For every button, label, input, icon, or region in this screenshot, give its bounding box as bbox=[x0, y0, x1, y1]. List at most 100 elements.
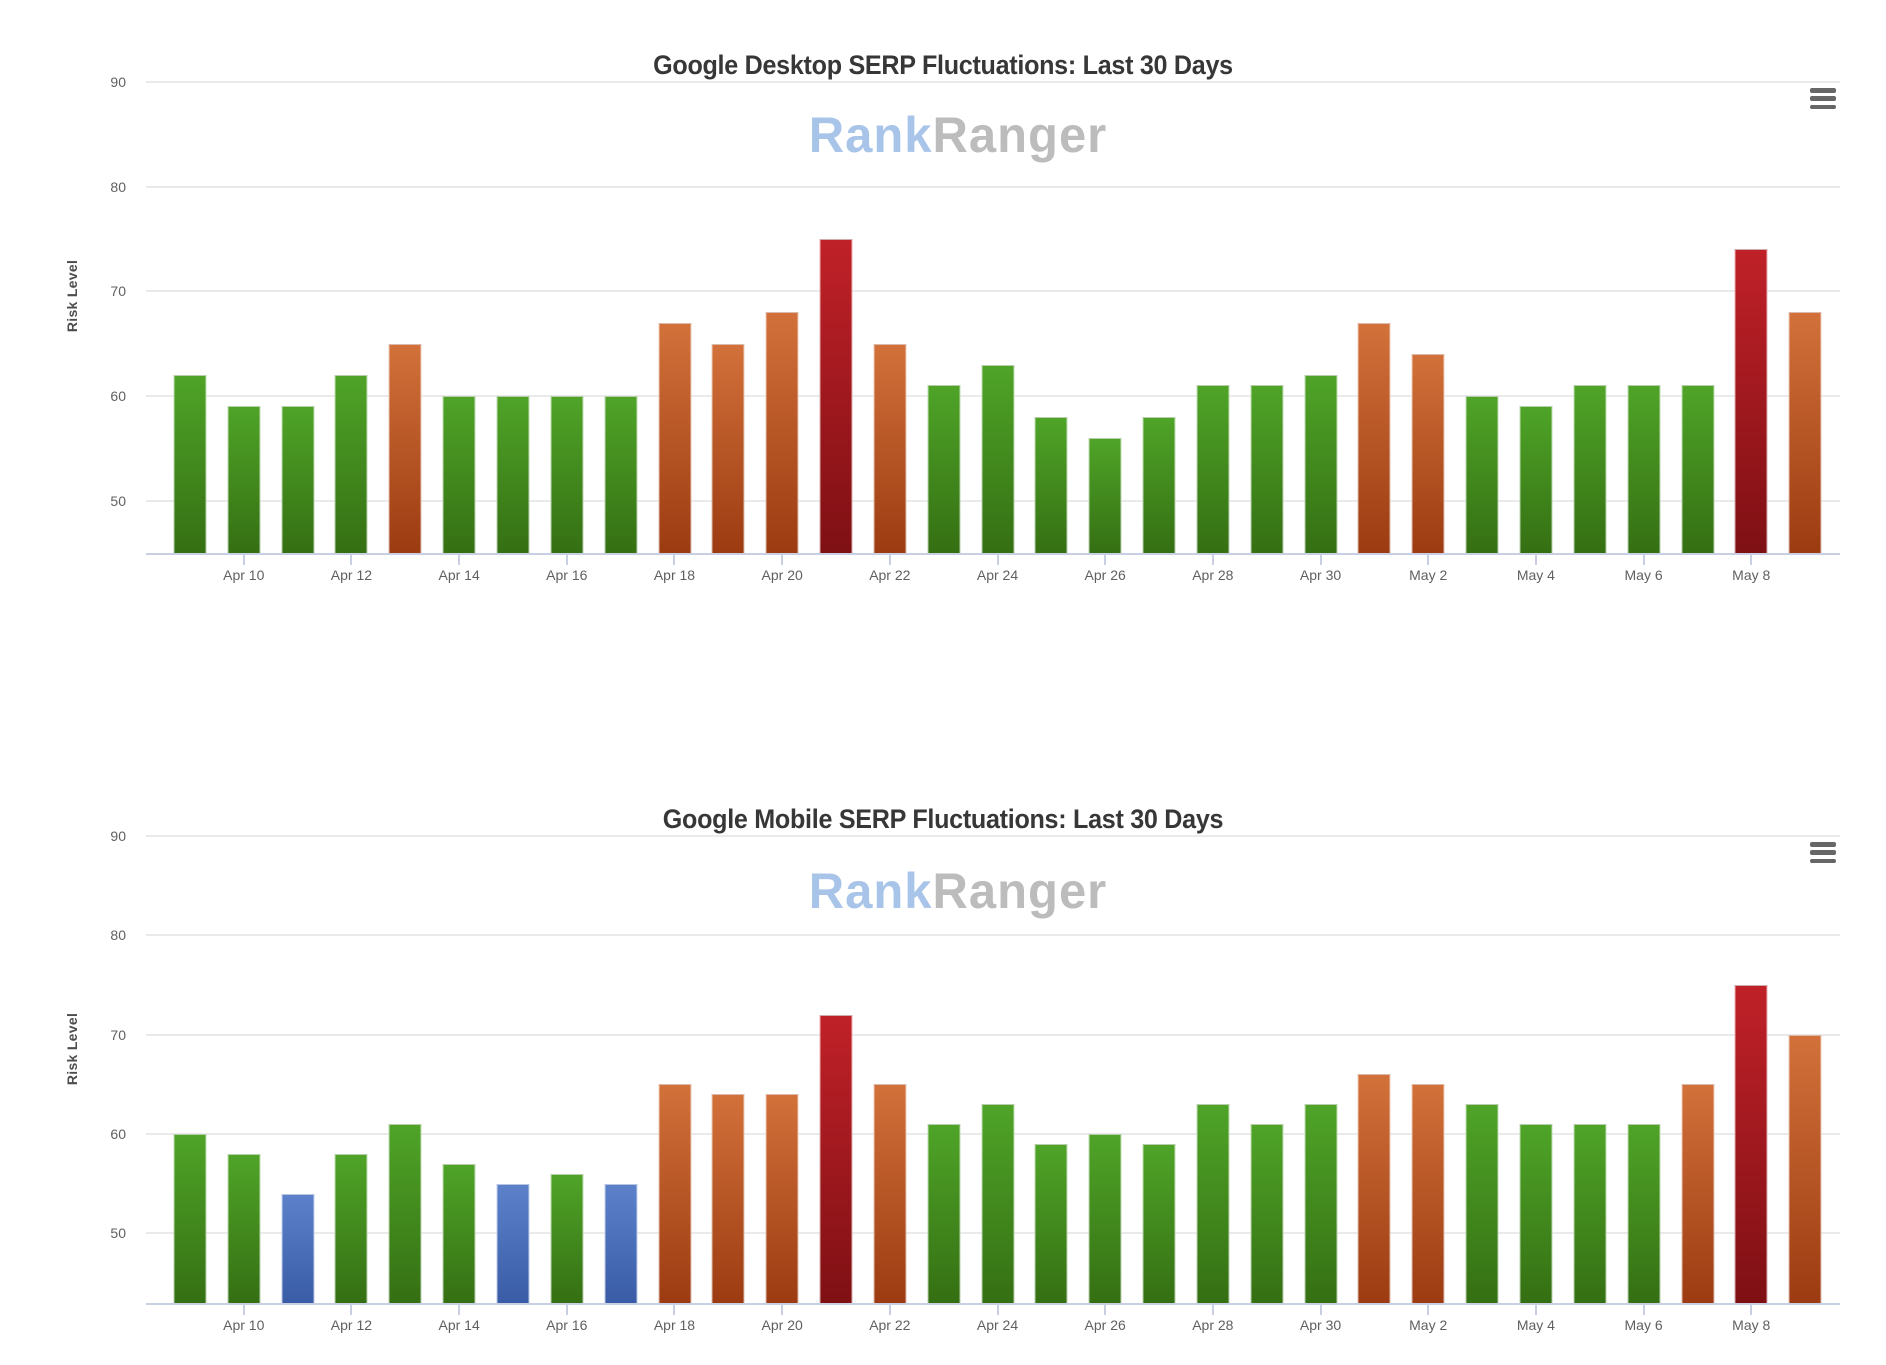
risk-bar[interactable] bbox=[1304, 375, 1338, 553]
risk-bar[interactable] bbox=[281, 406, 315, 553]
risk-bar[interactable] bbox=[1034, 417, 1068, 553]
risk-bar[interactable] bbox=[1357, 1074, 1391, 1303]
risk-bar[interactable] bbox=[550, 396, 584, 553]
x-tick-label: Apr 12 bbox=[330, 1317, 373, 1333]
x-axis-tick bbox=[1427, 1305, 1430, 1315]
risk-bar[interactable] bbox=[604, 396, 638, 553]
risk-bar[interactable] bbox=[442, 396, 476, 553]
x-tick-label: Apr 14 bbox=[438, 1317, 480, 1333]
bar-slot bbox=[1509, 40, 1563, 553]
x-tick-label: Apr 16 bbox=[546, 567, 588, 583]
risk-bar[interactable] bbox=[1734, 985, 1768, 1303]
x-axis-tick bbox=[242, 555, 245, 565]
risk-bar[interactable] bbox=[873, 1084, 907, 1303]
risk-bar[interactable] bbox=[658, 323, 692, 553]
risk-bar[interactable] bbox=[927, 1124, 961, 1303]
risk-bar[interactable] bbox=[604, 1184, 638, 1303]
risk-bar[interactable] bbox=[981, 365, 1015, 553]
risk-bar[interactable] bbox=[442, 1164, 476, 1303]
risk-bar[interactable] bbox=[1088, 1134, 1122, 1303]
risk-bar[interactable] bbox=[1681, 1084, 1715, 1303]
risk-bar[interactable] bbox=[1681, 385, 1715, 553]
risk-bar[interactable] bbox=[388, 1124, 422, 1303]
risk-bar[interactable] bbox=[334, 375, 368, 553]
risk-bar[interactable] bbox=[1788, 312, 1822, 553]
risk-bar[interactable] bbox=[765, 1094, 799, 1303]
risk-bar[interactable] bbox=[496, 1184, 530, 1303]
x-axis-line bbox=[146, 1303, 1840, 1305]
risk-bar[interactable] bbox=[819, 239, 853, 553]
risk-bar[interactable] bbox=[1304, 1104, 1338, 1303]
bar-slot bbox=[648, 796, 702, 1303]
risk-bar[interactable] bbox=[550, 1174, 584, 1303]
x-tick-label: Apr 16 bbox=[546, 1317, 588, 1333]
bar-slot bbox=[648, 40, 702, 553]
risk-bar[interactable] bbox=[173, 375, 207, 553]
y-axis-title: Risk Level bbox=[64, 1012, 80, 1086]
y-tick-label: 50 bbox=[110, 1225, 126, 1242]
hamburger-icon[interactable] bbox=[1810, 88, 1836, 109]
risk-bar[interactable] bbox=[1573, 385, 1607, 553]
risk-bar[interactable] bbox=[1196, 385, 1230, 553]
risk-bar[interactable] bbox=[1250, 385, 1284, 553]
bar-slot bbox=[486, 40, 540, 553]
risk-bar[interactable] bbox=[1142, 417, 1176, 553]
risk-bar[interactable] bbox=[1465, 1104, 1499, 1303]
bar-slot bbox=[971, 40, 1025, 553]
risk-bar[interactable] bbox=[1088, 438, 1122, 553]
x-axis-tick bbox=[1750, 1305, 1753, 1315]
bar-slot bbox=[594, 796, 648, 1303]
risk-bar[interactable] bbox=[227, 1154, 261, 1303]
risk-bar[interactable] bbox=[927, 385, 961, 553]
risk-bar[interactable] bbox=[873, 344, 907, 553]
risk-bar[interactable] bbox=[173, 1134, 207, 1303]
risk-bar[interactable] bbox=[658, 1084, 692, 1303]
bar-slot bbox=[163, 796, 217, 1303]
x-axis-tick bbox=[888, 1305, 891, 1315]
bar-slot bbox=[971, 796, 1025, 1303]
bar-slot bbox=[917, 796, 971, 1303]
risk-bar[interactable] bbox=[819, 1015, 853, 1303]
bar-slot bbox=[486, 796, 540, 1303]
chart-title: Google Desktop SERP Fluctuations: Last 3… bbox=[653, 50, 1233, 81]
risk-bar[interactable] bbox=[981, 1104, 1015, 1303]
risk-bar[interactable] bbox=[1357, 323, 1391, 553]
risk-bar[interactable] bbox=[1627, 385, 1661, 553]
risk-bar[interactable] bbox=[1411, 1084, 1445, 1303]
risk-bar[interactable] bbox=[1573, 1124, 1607, 1303]
bar-slot bbox=[1025, 796, 1079, 1303]
risk-bar[interactable] bbox=[1465, 396, 1499, 553]
risk-bar[interactable] bbox=[388, 344, 422, 553]
risk-bar[interactable] bbox=[1788, 1035, 1822, 1303]
risk-bar[interactable] bbox=[1034, 1144, 1068, 1303]
risk-bar[interactable] bbox=[765, 312, 799, 553]
risk-bar[interactable] bbox=[1411, 354, 1445, 553]
bar-slot bbox=[217, 40, 271, 553]
x-tick-label: Apr 10 bbox=[223, 1317, 265, 1333]
y-tick-label: 80 bbox=[110, 927, 126, 944]
gridline bbox=[146, 290, 1840, 293]
x-tick-label: May 8 bbox=[1732, 567, 1771, 583]
risk-bar[interactable] bbox=[711, 344, 745, 553]
risk-bar[interactable] bbox=[1196, 1104, 1230, 1303]
risk-bar[interactable] bbox=[711, 1094, 745, 1303]
bar-slot bbox=[701, 40, 755, 553]
risk-bar[interactable] bbox=[1519, 406, 1553, 553]
x-axis-tick bbox=[1104, 555, 1107, 565]
risk-bar[interactable] bbox=[334, 1154, 368, 1303]
risk-bar[interactable] bbox=[1519, 1124, 1553, 1303]
bar-slot bbox=[809, 40, 863, 553]
risk-bar[interactable] bbox=[227, 406, 261, 553]
risk-bar[interactable] bbox=[1250, 1124, 1284, 1303]
bars-row bbox=[163, 40, 1832, 553]
hamburger-icon[interactable] bbox=[1810, 842, 1836, 863]
x-tick-label: Apr 12 bbox=[330, 567, 373, 583]
risk-bar[interactable] bbox=[496, 396, 530, 553]
risk-bar[interactable] bbox=[1142, 1144, 1176, 1303]
risk-bar[interactable] bbox=[1627, 1124, 1661, 1303]
bar-slot bbox=[1778, 796, 1832, 1303]
risk-bar[interactable] bbox=[1734, 249, 1768, 553]
x-axis-tick bbox=[996, 1305, 999, 1315]
risk-bar[interactable] bbox=[281, 1194, 315, 1303]
